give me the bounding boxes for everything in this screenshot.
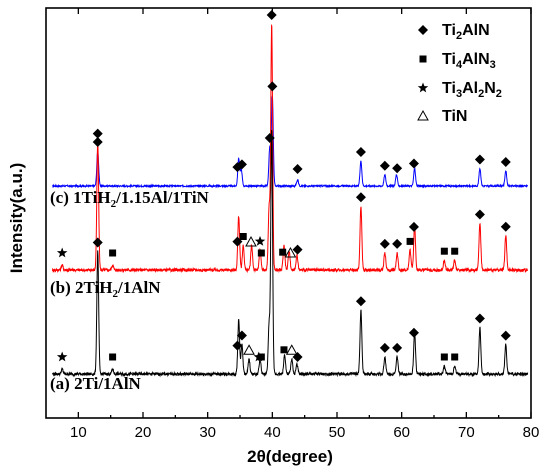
peak-marker-square [440, 353, 448, 361]
x-axis-title: 2θ(degree) [247, 447, 333, 466]
series-label: (c) 1TiH2/1.15Al/1TiN [50, 188, 210, 210]
peak-marker-square [451, 247, 459, 255]
peak-marker-diamond [418, 25, 428, 35]
legend-item: Ti3Al2N2 [417, 80, 502, 100]
series-label: (a) 2Ti/1AlN [50, 374, 142, 393]
series-line [51, 23, 529, 274]
x-tick-label: 70 [458, 424, 475, 441]
peak-marker-diamond [500, 157, 511, 167]
legend-label: Ti2AlN [442, 22, 490, 42]
peak-marker-square [257, 249, 265, 257]
peak-marker-triangle [417, 109, 429, 121]
peak-marker-diamond [92, 137, 103, 147]
series-labels: (c) 1TiH2/1.15Al/1TiN (b) 2TiH2/1AlN (a) 2… [50, 188, 210, 393]
x-tick-label: 80 [523, 424, 540, 441]
peak-marker-diamond [392, 342, 403, 353]
peak-marker-diamond [292, 164, 303, 174]
peak-marker-diamond [500, 221, 511, 232]
peak-marker-diamond [474, 209, 485, 220]
peak-marker-star [56, 247, 68, 258]
peak-marker-square [451, 353, 459, 361]
plot-border [45, 7, 532, 419]
peak-marker-diamond [232, 340, 243, 351]
plot-frame [45, 7, 532, 419]
legend: Ti2AlN Ti4AlN3 Ti3Al2N2 TiN [417, 22, 502, 125]
peak-marker-diamond [236, 330, 247, 341]
peak-marker-diamond [92, 128, 103, 139]
peak-marker-triangle [243, 344, 255, 355]
legend-item: TiN [417, 108, 467, 125]
peak-marker-diamond [392, 163, 403, 174]
peak-marker-square [419, 55, 427, 63]
legend-item: Ti4AlN3 [419, 51, 496, 71]
axis-ticks: 10 20 30 40 50 60 70 80 [70, 8, 539, 441]
legend-label: TiN [442, 108, 467, 125]
x-tick-label: 50 [329, 424, 346, 441]
x-tick-label: 30 [199, 424, 216, 441]
peak-marker-diamond [355, 296, 366, 307]
peak-marker-square [109, 249, 117, 257]
peak-marker-star [56, 351, 68, 362]
peak-marker-diamond [292, 352, 303, 362]
peak-marker-diamond [355, 147, 366, 157]
x-tick-label: 40 [264, 424, 281, 441]
series-line [52, 95, 529, 189]
peak-marker-triangle [284, 246, 297, 258]
peak-marker-diamond [408, 158, 419, 169]
peak-marker-square [280, 346, 288, 354]
peak-marker-diamond [292, 244, 303, 255]
peak-marker-square [406, 237, 414, 245]
x-tick-label: 20 [135, 424, 152, 441]
peak-markers [56, 9, 511, 362]
peak-marker-diamond [408, 221, 419, 232]
peak-marker-diamond [379, 342, 390, 353]
peak-marker-diamond [379, 160, 390, 171]
peak-marker-square [257, 353, 265, 361]
peak-marker-triangle [285, 344, 298, 355]
peak-marker-diamond [267, 81, 278, 92]
y-axis-title: Intensity(a.u.) [7, 163, 26, 274]
legend-label: Ti3Al2N2 [442, 80, 502, 100]
series-line [51, 129, 529, 378]
peak-marker-diamond [355, 192, 366, 203]
legend-label: Ti4AlN3 [442, 51, 496, 71]
peak-marker-square [109, 353, 117, 361]
series-label: (b) 2TiH2/1AlN [50, 278, 161, 300]
peak-marker-square [279, 248, 287, 256]
peak-marker-diamond [379, 238, 390, 249]
peak-marker-star [254, 235, 266, 246]
peak-marker-diamond [500, 330, 511, 341]
peak-marker-diamond [264, 132, 275, 143]
peak-marker-triangle [245, 235, 257, 247]
peak-marker-diamond [236, 159, 247, 170]
peak-marker-star [417, 82, 429, 93]
x-tick-label: 60 [393, 424, 410, 441]
peak-marker-square [440, 247, 448, 255]
peak-marker-diamond [474, 154, 485, 165]
series-traces [51, 23, 529, 378]
peak-marker-diamond [474, 313, 485, 324]
legend-item: Ti2AlN [418, 22, 490, 42]
peak-marker-diamond [392, 238, 403, 249]
peak-marker-diamond [92, 237, 103, 248]
peak-marker-diamond [266, 9, 277, 20]
peak-marker-diamond [408, 327, 419, 338]
x-tick-label: 10 [70, 424, 87, 441]
peak-marker-square [239, 232, 247, 240]
